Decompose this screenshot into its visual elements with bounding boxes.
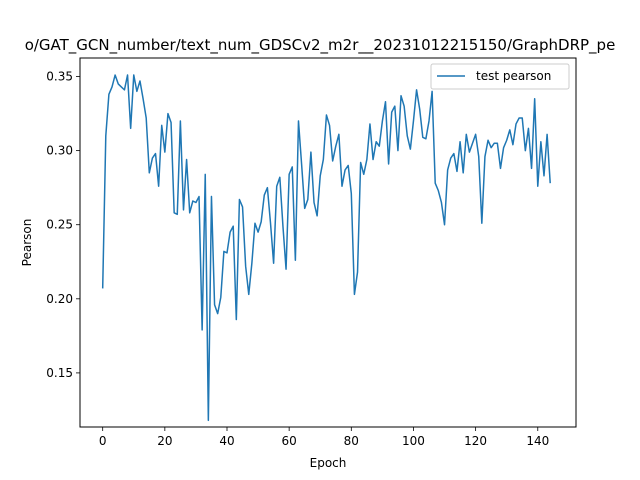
y-axis-label: Pearson [20,219,34,267]
chart-title: o/GAT_GCN_number/text_num_GDSCv2_m2r__20… [25,36,616,55]
legend-box [430,63,570,90]
x-tick-label: 0 [99,434,107,448]
y-tick-label: 0.25 [46,218,73,232]
legend-label: test pearson [476,69,551,83]
legend: test pearson [430,63,570,90]
x-axis-label: Epoch [310,456,347,470]
y-tick-label: 0.35 [46,70,73,84]
x-tick-label: 120 [464,434,487,448]
plot-frame [79,57,577,428]
x-tick-label: 20 [157,434,172,448]
x-tick-label: 140 [526,434,549,448]
x-tick-label: 100 [402,434,425,448]
x-axis: 0 20 40 60 80 100 120 140 [99,427,549,448]
x-tick-label: 40 [219,434,234,448]
y-tick-label: 0.30 [46,144,73,158]
y-axis: 0.15 0.20 0.25 0.30 0.35 [46,70,80,380]
x-tick-label: 80 [344,434,359,448]
y-tick-label: 0.20 [46,292,73,306]
y-tick-label: 0.15 [46,366,73,380]
series-line-0 [101,74,551,422]
plot-area [101,74,551,422]
x-tick-label: 60 [282,434,297,448]
